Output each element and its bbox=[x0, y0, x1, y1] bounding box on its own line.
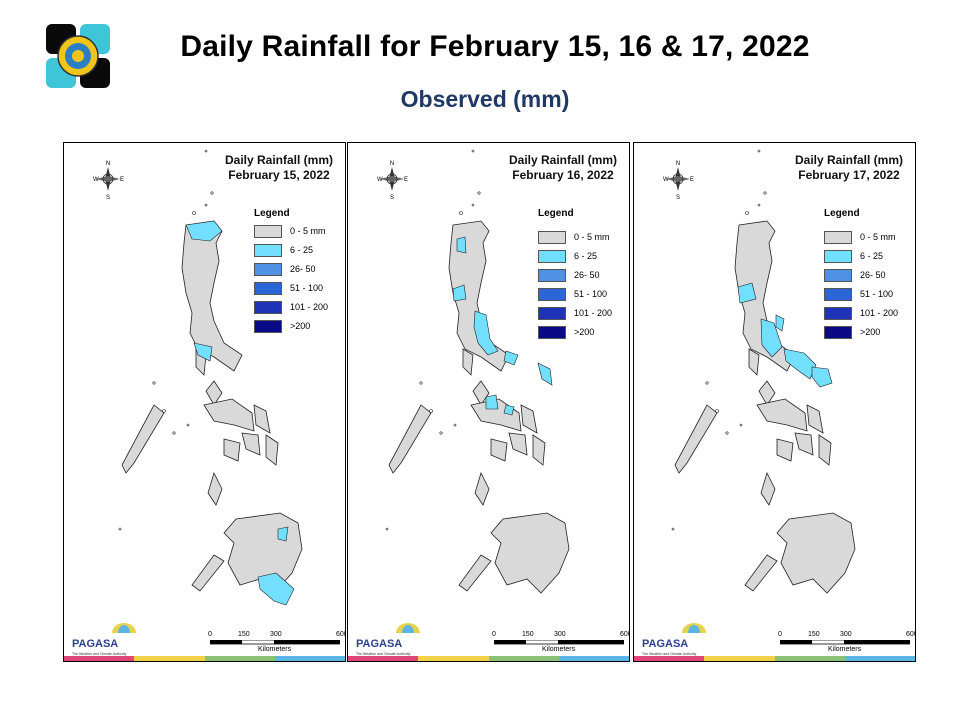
scale-bar: 0 150 300 600 Kilometers bbox=[778, 631, 915, 653]
map-panel-feb-15: N S W E Daily Rainfall (mm) February 15, … bbox=[63, 142, 346, 662]
color-strip bbox=[348, 656, 629, 661]
philippines-rainfall-map bbox=[385, 149, 570, 594]
svg-text:E: E bbox=[120, 177, 124, 183]
svg-text:W: W bbox=[93, 177, 99, 183]
svg-text:W: W bbox=[663, 177, 669, 183]
pagasa-logo: PAGASA The Weather and Climate Authority bbox=[72, 623, 136, 656]
svg-text:N: N bbox=[676, 161, 680, 167]
rainfall-6-25-areas bbox=[185, 220, 295, 606]
svg-text:PAGASA: PAGASA bbox=[72, 638, 118, 650]
compass-rose-icon: N S W E bbox=[93, 161, 124, 201]
philippines-rainfall-map bbox=[671, 149, 856, 594]
legend-title: Legend bbox=[824, 208, 860, 219]
svg-text:S: S bbox=[106, 195, 110, 201]
svg-text:PAGASA: PAGASA bbox=[356, 638, 402, 650]
svg-text:PAGASA: PAGASA bbox=[642, 638, 688, 650]
svg-text:W: W bbox=[377, 177, 383, 183]
svg-text:The Weather and Climate Author: The Weather and Climate Authority bbox=[642, 652, 697, 656]
rainfall-6-25-areas bbox=[452, 236, 553, 416]
compass-rose-icon: N S W E bbox=[663, 161, 694, 201]
legend-title: Legend bbox=[254, 208, 290, 219]
svg-text:N: N bbox=[106, 161, 110, 167]
legend-title: Legend bbox=[538, 208, 574, 219]
compass-rose-icon: N S W E bbox=[377, 161, 408, 201]
svg-text:S: S bbox=[390, 195, 394, 201]
scale-bar: 0 150 300 600 Kilometers bbox=[492, 631, 629, 653]
svg-text:S: S bbox=[676, 195, 680, 201]
page-subtitle: Observed (mm) bbox=[400, 86, 570, 112]
philippines-rainfall-map bbox=[118, 149, 303, 606]
color-strip bbox=[634, 656, 915, 661]
svg-text:The Weather and Climate Author: The Weather and Climate Authority bbox=[72, 652, 127, 656]
pagasa-logo: PAGASA The Weather and Climate Authority bbox=[356, 623, 420, 656]
svg-text:E: E bbox=[690, 177, 694, 183]
map-panel-feb-17: N S W E Daily Rainfall (mm) February 17, … bbox=[633, 142, 916, 662]
rainfall-6-25-areas bbox=[737, 282, 833, 388]
panel-title: Daily Rainfall (mm) February 17, 2022 bbox=[794, 153, 904, 182]
svg-text:N: N bbox=[390, 161, 394, 167]
scale-bar: 0 150 300 600 Kilometers bbox=[208, 631, 345, 653]
pagasa-logo: PAGASA The Weather and Climate Authority bbox=[642, 623, 706, 656]
svg-text:The Weather and Climate Author: The Weather and Climate Authority bbox=[356, 652, 411, 656]
svg-text:E: E bbox=[404, 177, 408, 183]
pagasa-seal-logo bbox=[46, 24, 110, 88]
panel-title: Daily Rainfall (mm) February 15, 2022 bbox=[224, 153, 334, 182]
map-panel-feb-16: N S W E Daily Rainfall (mm) February 16, … bbox=[347, 142, 630, 662]
page-title: Daily Rainfall for February 15, 16 & 17,… bbox=[180, 30, 810, 63]
color-strip bbox=[64, 656, 345, 661]
panel-title: Daily Rainfall (mm) February 16, 2022 bbox=[508, 153, 618, 182]
